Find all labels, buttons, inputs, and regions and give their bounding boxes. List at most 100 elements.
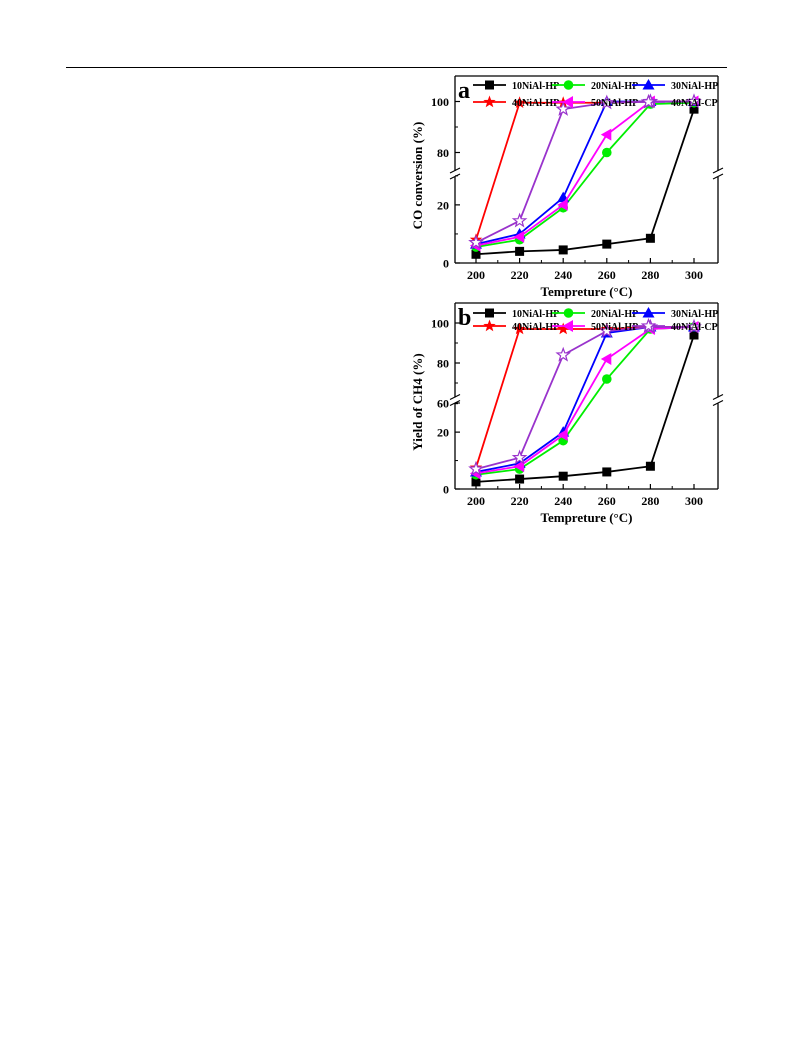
x-tick-label: 280	[641, 494, 659, 508]
series-line	[475, 326, 695, 476]
axis-break-mark	[712, 400, 724, 406]
data-point	[513, 96, 526, 109]
axis-break-mark	[449, 394, 461, 400]
data-point	[515, 474, 525, 484]
data-point	[468, 460, 484, 476]
legend-marker	[483, 319, 496, 332]
panel-label: a	[458, 78, 470, 104]
legend-label: 20NiAl-HP	[591, 81, 638, 92]
x-tick-label: 280	[641, 268, 659, 282]
legend-marker	[562, 96, 573, 108]
data-point	[511, 212, 528, 228]
legend-entry: 50NiAl-HP	[552, 96, 638, 109]
x-tick-label: 240	[554, 268, 572, 282]
x-tick-label: 300	[685, 494, 703, 508]
legend-label: 20NiAl-HP	[591, 309, 638, 320]
legend-entry: 40NiAl-HP	[473, 95, 559, 109]
series-line	[475, 326, 695, 475]
data-point	[515, 246, 525, 256]
data-point	[686, 318, 702, 334]
y-tick-label: 0	[443, 257, 449, 271]
legend-label: 40NiAl-HP	[512, 322, 559, 333]
x-tick-label: 300	[685, 268, 703, 282]
legend-entry: 30NiAl-HP	[632, 307, 718, 320]
data-point	[471, 249, 481, 259]
data-point	[513, 230, 525, 243]
axis-break-mark	[449, 173, 461, 180]
series-30NiAl-HP	[470, 95, 700, 249]
legend-label: 10NiAl-HP	[512, 309, 559, 320]
legend-entry: 40NiAl-CP	[632, 317, 718, 333]
legend-marker	[640, 317, 657, 333]
y-axis-title: CO conversion (%)	[410, 122, 425, 230]
y-axis-title: Yield of CH4 (%)	[410, 353, 425, 450]
legend-label: 40NiAl-HP	[512, 98, 559, 109]
series-20NiAl-HP	[471, 322, 699, 480]
series-line	[475, 100, 694, 247]
y-tick-label: 20	[437, 426, 449, 440]
legend-entry: 40NiAl-CP	[632, 93, 718, 109]
legend-label: 30NiAl-HP	[671, 309, 718, 320]
data-point	[645, 233, 655, 243]
legend-label: 40NiAl-CP	[671, 322, 718, 333]
series-line	[475, 326, 694, 470]
data-point	[471, 477, 481, 487]
series-line	[475, 100, 694, 245]
data-point	[689, 104, 699, 114]
x-axis-title: Tempreture (°C)	[541, 284, 633, 299]
series-10NiAl-HP	[471, 104, 699, 259]
legend-marker	[642, 79, 655, 90]
y-tick-label: 100	[431, 95, 449, 109]
data-point	[598, 94, 615, 110]
y-tick-label: 80	[437, 357, 449, 371]
data-point	[558, 471, 568, 481]
series-line	[475, 108, 695, 256]
data-point	[557, 198, 568, 211]
x-tick-label: 260	[598, 268, 616, 282]
header-rule	[66, 67, 727, 68]
legend-marker	[483, 95, 496, 108]
legend-marker	[563, 308, 574, 318]
legend-entry: 40NiAl-HP	[473, 319, 559, 333]
legend-label: 10NiAl-HP	[512, 81, 559, 92]
data-point	[468, 234, 484, 250]
data-point	[602, 147, 612, 158]
y-tick-label: 80	[437, 146, 449, 160]
data-point	[645, 461, 655, 471]
x-tick-label: 220	[511, 494, 529, 508]
series-line	[475, 334, 695, 483]
data-point	[557, 322, 570, 335]
series-50NiAl-HP	[470, 321, 699, 480]
legend-marker	[563, 80, 574, 90]
x-tick-label: 240	[554, 494, 572, 508]
data-point	[602, 239, 612, 249]
legend-entry: 50NiAl-HP	[552, 320, 638, 333]
series-line	[475, 101, 695, 248]
y-tick-label: 0	[443, 483, 449, 497]
x-tick-label: 220	[511, 268, 529, 282]
axis-break-mark	[712, 167, 724, 174]
data-point	[686, 93, 702, 109]
legend-label: 50NiAl-HP	[591, 322, 638, 333]
data-point	[557, 428, 568, 441]
legend-marker	[485, 80, 494, 90]
x-tick-label: 200	[467, 268, 485, 282]
axis-break-mark	[712, 173, 724, 180]
series-10NiAl-HP	[471, 330, 699, 487]
data-point	[511, 449, 528, 465]
x-tick-label: 200	[467, 494, 485, 508]
data-point	[600, 128, 612, 141]
y-tick-label: 100	[431, 317, 449, 331]
legend-entry: 20NiAl-HP	[552, 80, 638, 92]
panel-label: b	[458, 305, 471, 331]
data-point	[555, 346, 572, 362]
data-point	[689, 330, 699, 340]
data-point	[513, 460, 525, 473]
legend-label: 50NiAl-HP	[591, 98, 638, 109]
data-point	[602, 374, 612, 384]
axis-break-mark	[712, 394, 724, 400]
legend-label: 40NiAl-CP	[671, 98, 718, 109]
data-point	[558, 245, 568, 255]
legend-label: 30NiAl-HP	[671, 81, 718, 92]
